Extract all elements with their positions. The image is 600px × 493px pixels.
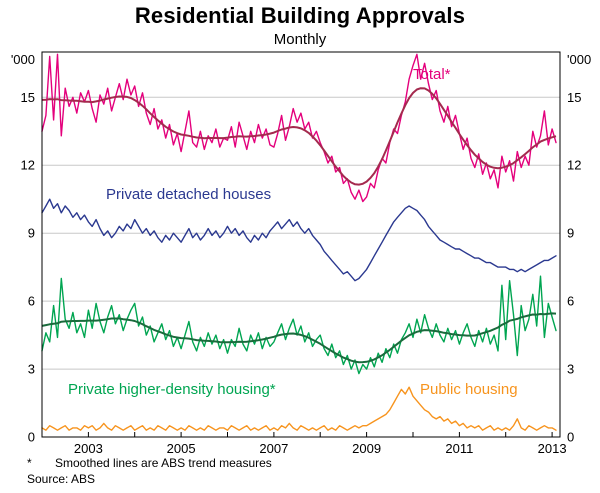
y-axis-unit-left: '000 bbox=[11, 52, 35, 67]
y-axis-label-left: 3 bbox=[28, 362, 35, 377]
chart-title: Residential Building Approvals bbox=[134, 3, 466, 28]
line-higher_density bbox=[41, 275, 557, 375]
line-detached bbox=[41, 198, 557, 282]
y-axis-label-left: 0 bbox=[28, 430, 35, 445]
source-note: Source: ABS bbox=[27, 472, 96, 486]
line-public bbox=[41, 386, 557, 431]
footnote-marker: * bbox=[27, 456, 32, 470]
x-axis-year-label: 2003 bbox=[74, 441, 103, 456]
series-label-public-housing: Public housing bbox=[420, 381, 518, 398]
y-axis-label-left: 15 bbox=[21, 90, 35, 105]
y-axis-label-right: 0 bbox=[567, 430, 574, 445]
trend-line-higher_density bbox=[41, 312, 557, 364]
x-axis-year-label: 2011 bbox=[445, 441, 473, 456]
plot-frame bbox=[41, 51, 561, 438]
y-axis-label-right: 6 bbox=[567, 294, 574, 309]
series-label-total: Total* bbox=[413, 66, 451, 83]
series-label-private-detached-houses: Private detached houses bbox=[106, 186, 272, 203]
x-axis-year-label: 2007 bbox=[259, 441, 288, 456]
x-axis-year-label: 2013 bbox=[538, 441, 567, 456]
footnote: * Smoothed lines are ABS trend measures bbox=[27, 456, 272, 470]
y-axis-label-right: 9 bbox=[567, 226, 574, 241]
x-axis-year-label: 2009 bbox=[352, 441, 381, 456]
y-axis-unit-right: '000 bbox=[567, 52, 591, 67]
line-total bbox=[41, 53, 557, 203]
y-axis-label-right: 15 bbox=[567, 90, 581, 105]
y-axis-label-left: 12 bbox=[21, 158, 35, 173]
y-axis-label-right: 3 bbox=[567, 362, 574, 377]
y-axis-label-left: 9 bbox=[28, 226, 35, 241]
footnote-text: Smoothed lines are ABS trend measures bbox=[55, 456, 272, 470]
y-axis-label-right: 12 bbox=[567, 158, 581, 173]
x-axis-year-label: 2005 bbox=[167, 441, 196, 456]
y-axis-label-left: 6 bbox=[28, 294, 35, 309]
series-label-private-higher-density-housing: Private higher-density housing* bbox=[68, 381, 276, 398]
chart-subtitle: Monthly bbox=[273, 31, 327, 48]
trend-line-total bbox=[41, 87, 557, 186]
